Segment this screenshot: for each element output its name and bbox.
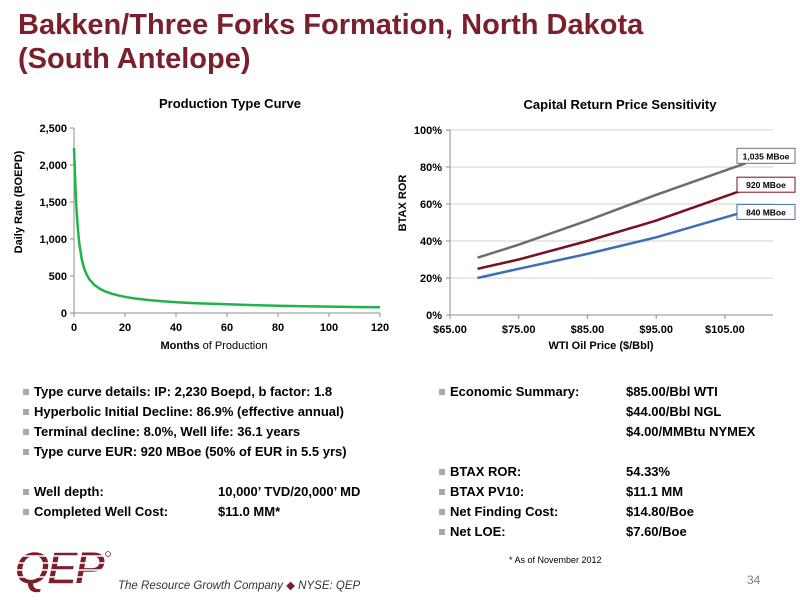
price-x-tick-label: $95.00	[639, 324, 673, 336]
price-series-label: 840 MBoe	[746, 207, 786, 217]
production-x-tick-label: 60	[221, 322, 233, 334]
production-x-tick-label: 100	[320, 322, 338, 334]
bullet-net-finding-cost: Net Finding Cost: $14.80/Boe	[438, 502, 798, 522]
bullet-square-icon	[23, 449, 29, 455]
production-x-axis-label-bold: Months	[161, 340, 200, 352]
bullet-type-curve-eur: Type curve EUR: 920 MBoe (50% of EUR in …	[22, 442, 432, 462]
tagline-company: The Resource Growth Company	[118, 580, 283, 592]
price-series-line	[477, 162, 746, 259]
page-number: 34	[747, 573, 761, 587]
bullet-net-loe: Net LOE: $7.60/Boe	[438, 522, 798, 542]
bullet-terminal-decline: Terminal decline: 8.0%, Well life: 36.1 …	[22, 422, 432, 442]
price-y-tick-label: 100%	[414, 125, 442, 137]
well-cost-value: $11.0 MM*	[218, 504, 281, 519]
net-finding-cost-value: $14.80/Boe	[626, 504, 694, 519]
bullet-square-icon	[23, 489, 29, 495]
production-y-tick-label: 2,000	[39, 160, 67, 172]
production-x-axis-label-rest: of Production	[200, 340, 268, 352]
bullet-square-icon	[439, 389, 445, 395]
right-bullet-list: Economic Summary: $85.00/Bbl WTI $44.00/B…	[438, 382, 798, 542]
price-y-tick-label: 0%	[426, 310, 442, 322]
bullet-square-icon	[23, 429, 29, 435]
tagline: The Resource Growth Company ◆ NYSE: QEP	[118, 578, 360, 592]
bullet-square-icon	[23, 389, 29, 395]
price-series-line	[477, 210, 746, 280]
bullet-type-curve-details: Type curve details: IP: 2,230 Boepd, b f…	[22, 382, 432, 402]
price-x-axis-label: WTI Oil Price ($/Bbl)	[548, 340, 653, 352]
price-series-line	[477, 188, 746, 271]
qep-logo-text: QEP	[14, 542, 105, 594]
bullet-square-icon	[439, 469, 445, 475]
price-y-tick-label: 60%	[420, 199, 442, 211]
price-y-tick-label: 80%	[420, 162, 442, 174]
slide-title: Bakken/Three Forks Formation, North Dako…	[18, 8, 788, 76]
price-series-label: 1,035 MBoe	[743, 151, 790, 161]
bullet-completed-well-cost: Completed Well Cost: $11.0 MM*	[22, 502, 432, 522]
production-y-tick-label: 500	[49, 271, 67, 283]
bullet-btax-ror: BTAX ROR: 54.33%	[438, 462, 798, 482]
econ-value-wti: $85.00/Bbl WTI	[626, 384, 718, 399]
diamond-icon: ◆	[286, 580, 295, 592]
price-y-tick-label: 40%	[420, 236, 442, 248]
btax-pv10-value: $11.1 MM	[626, 484, 684, 499]
net-loe-value: $7.60/Boe	[626, 524, 687, 539]
production-x-tick-label: 0	[71, 322, 77, 334]
econ-row-ngl: $44.00/Bbl NGL	[438, 402, 798, 422]
well-depth-value: 10,000’ TVD/20,000’ MD	[218, 484, 361, 499]
bullet-btax-pv10: BTAX PV10: $11.1 MM	[438, 482, 798, 502]
price-series-label-box	[736, 147, 796, 164]
production-y-tick-label: 1,000	[39, 234, 67, 246]
price-x-tick-label: $65.00	[433, 324, 467, 336]
bullet-square-icon	[439, 489, 445, 495]
price-series-label-box	[736, 176, 796, 193]
tagline-nyse: NYSE: QEP	[298, 580, 361, 592]
production-x-tick-label: 80	[272, 322, 284, 334]
production-x-tick-label: 120	[371, 322, 389, 334]
production-y-axis-label: Daily Rate (BOEPD)	[13, 150, 25, 253]
bullet-hyperbolic-decline: Hyperbolic Initial Decline: 86.9% (effec…	[22, 402, 432, 422]
production-y-tick-label: 0	[61, 308, 67, 320]
production-x-tick-label: 40	[170, 322, 182, 334]
footnote: * As of November 2012	[509, 555, 602, 565]
btax-ror-value: 54.33%	[626, 464, 671, 479]
title-line-2: (South Antelope)	[18, 43, 251, 75]
production-x-tick-label: 20	[119, 322, 131, 334]
production-y-tick-label: 2,500	[39, 123, 67, 135]
bullet-economic-summary: Economic Summary: $85.00/Bbl WTI	[438, 382, 798, 402]
production-chart-title: Production Type Curve	[158, 96, 302, 111]
price-sensitivity-chart: 0% 20% 40% 60% 80% 100% $65.00 $75.00 $85.00 $95.…	[397, 125, 796, 352]
price-y-axis-label: BTAX ROR	[397, 175, 409, 232]
econ-value-nymex: $4.00/MMBtu NYMEX	[626, 424, 756, 439]
bullet-well-depth: Well depth: 10,000’ TVD/20,000’ MD	[22, 482, 432, 502]
price-y-tick-label: 20%	[420, 273, 442, 285]
price-x-tick-label: $85.00	[571, 324, 605, 336]
qep-logo-icon: QEP	[14, 541, 114, 594]
left-bullet-list: Type curve details: IP: 2,230 Boepd, b f…	[22, 382, 432, 522]
bullet-square-icon	[439, 529, 445, 535]
bullet-square-icon	[23, 509, 29, 515]
price-series-label: 920 MBoe	[746, 180, 786, 190]
econ-value-ngl: $44.00/Bbl NGL	[626, 404, 722, 419]
price-sensitivity-chart-title: Capital Return Price Sensitivity	[523, 97, 717, 112]
production-y-tick-label: 1,500	[39, 197, 67, 209]
bullet-square-icon	[439, 509, 445, 515]
production-curve-line	[72, 147, 381, 309]
production-x-axis-label: Months of Production	[161, 340, 268, 352]
price-x-tick-label: $105.00	[705, 324, 745, 336]
price-series-label-box	[736, 203, 796, 220]
title-line-1: Bakken/Three Forks Formation, North Dako…	[18, 9, 644, 41]
price-x-tick-label: $75.00	[502, 324, 536, 336]
bullet-square-icon	[23, 409, 29, 415]
econ-row-nymex: $4.00/MMBtu NYMEX	[438, 422, 798, 442]
